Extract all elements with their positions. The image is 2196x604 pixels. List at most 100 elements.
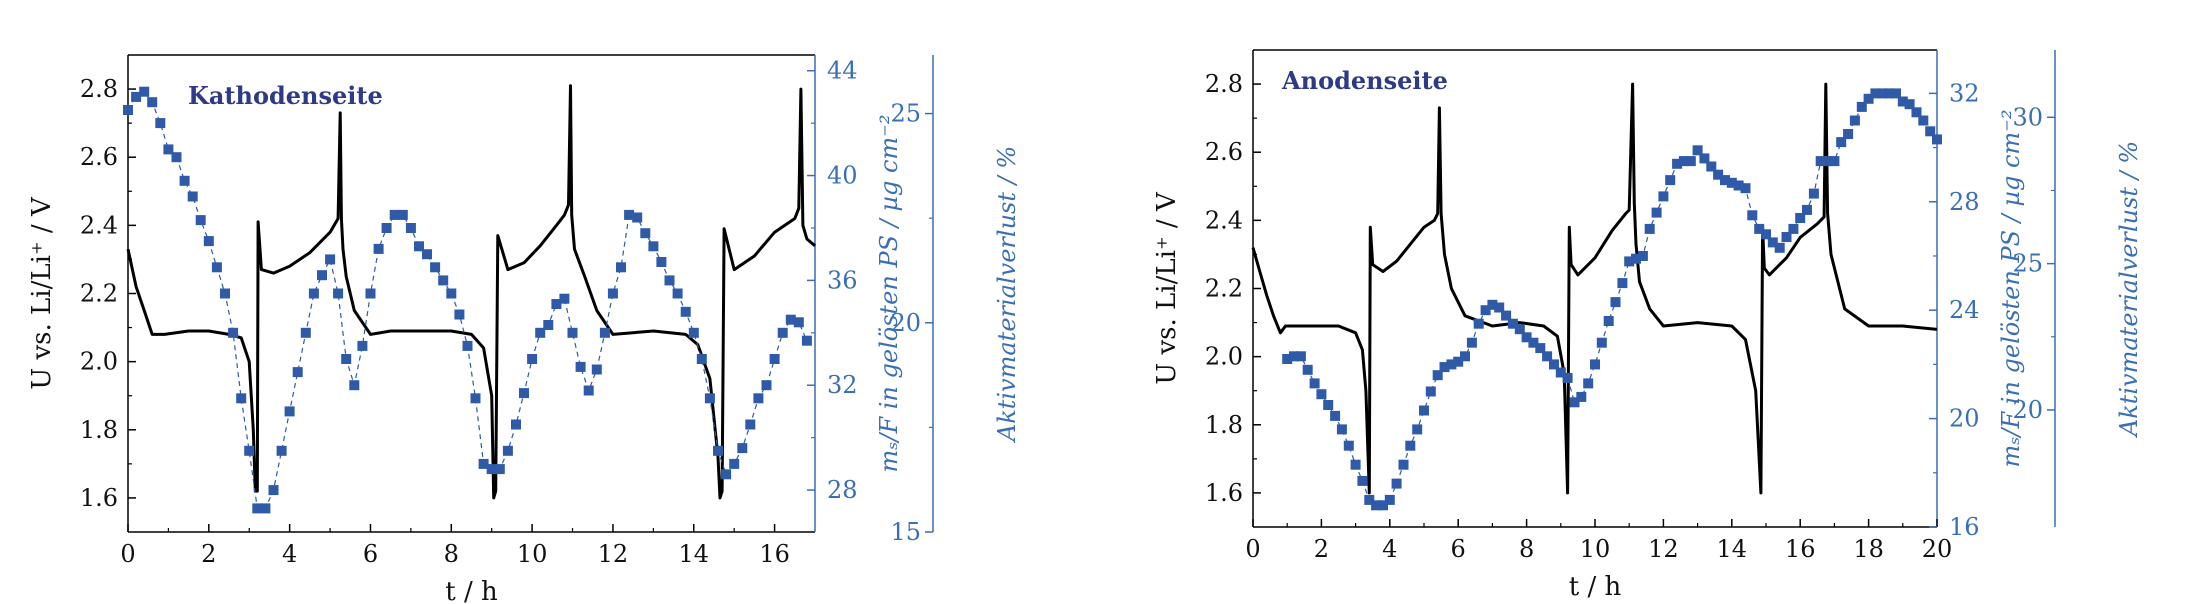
- mass-data-point: [1590, 359, 1600, 370]
- y-tick-label: 2.2: [80, 280, 118, 308]
- mass-data-point: [276, 445, 287, 456]
- mass-data-point: [1446, 359, 1457, 370]
- mass-data-point: [1336, 424, 1347, 435]
- mass-data-point: [559, 293, 570, 304]
- mass-data-point: [211, 262, 222, 273]
- panel-title: Anodenseite: [1281, 66, 1448, 95]
- mass-data-point: [785, 314, 796, 325]
- mass-data-point: [414, 241, 424, 252]
- mass-data-point: [1781, 232, 1792, 242]
- mass-data-point: [1877, 88, 1888, 99]
- y2-tick-label: 20: [1949, 405, 1980, 433]
- y3-tick-label: 25: [890, 100, 921, 128]
- mass-data-point: [640, 228, 651, 239]
- mass-data-point: [179, 175, 190, 186]
- mass-data-point: [1460, 351, 1470, 362]
- mass-data-point: [696, 354, 707, 364]
- mass-data-point: [203, 236, 214, 247]
- mass-data-point: [1665, 175, 1676, 186]
- y3-tick-label: 25: [2012, 250, 2043, 278]
- mass-data-point: [1815, 156, 1826, 167]
- mass-data-point: [1884, 88, 1895, 99]
- y2-tick-label: 44: [827, 57, 858, 85]
- mass-data-point: [1466, 337, 1477, 348]
- mass-data-point: [454, 309, 465, 320]
- y3-axis-label: Aktivmaterialverlust / %: [993, 146, 1021, 443]
- mass-data-point: [1432, 370, 1443, 381]
- mass-data-point: [664, 275, 675, 286]
- y3-tick-label: 20: [2012, 396, 2043, 424]
- mass-data-point: [397, 209, 408, 220]
- mass-data-point: [1323, 400, 1334, 410]
- mass-data-point: [1713, 169, 1724, 180]
- y2-axis-label: mₛ/F in gelösten PS / µg cm⁻²: [875, 115, 903, 473]
- mass-data-point: [1699, 153, 1710, 164]
- mass-data-point: [1788, 223, 1799, 234]
- mass-data-point: [672, 288, 683, 299]
- mass-data-point: [1808, 188, 1819, 199]
- y-tick-label: 2.0: [1205, 343, 1243, 371]
- mass-data-point: [1384, 494, 1395, 505]
- mass-data-point: [308, 288, 319, 299]
- mass-data-point: [1302, 364, 1313, 375]
- y-tick-label: 1.6: [1205, 479, 1243, 507]
- x-tick-label: 10: [517, 540, 548, 568]
- mass-data-point: [1364, 494, 1375, 505]
- mass-data-point: [1843, 129, 1854, 139]
- mass-data-point: [688, 327, 699, 338]
- mass-data-point: [1330, 410, 1341, 421]
- mass-data-point: [1849, 115, 1860, 126]
- y2-tick-label: 28: [1949, 188, 1980, 216]
- mass-data-point: [769, 354, 780, 364]
- x-tick-label: 14: [1717, 535, 1748, 563]
- mass-data-point: [1528, 337, 1539, 348]
- y2-axis-label: mₛ/F in gelösten PS / µg cm⁻²: [1997, 110, 2025, 468]
- mass-data-point: [1295, 351, 1306, 362]
- mass-data-point: [139, 86, 150, 97]
- mass-data-point: [1350, 459, 1361, 470]
- y-tick-label: 1.8: [80, 416, 118, 444]
- mass-data-point: [341, 354, 352, 364]
- y2-tick-label: 36: [827, 266, 858, 294]
- mass-data-point: [607, 288, 618, 299]
- mass-data-point: [1672, 158, 1683, 169]
- y3-axis-label: Aktivmaterialverlust / %: [2115, 141, 2143, 438]
- x-tick-label: 18: [1853, 535, 1884, 563]
- x-tick-label: 0: [1245, 535, 1260, 563]
- mass-data-point: [438, 275, 449, 286]
- mass-data-point: [527, 354, 538, 364]
- mass-data-point: [478, 458, 489, 469]
- mass-data-point: [680, 306, 691, 317]
- mass-data-point: [745, 419, 756, 430]
- mass-data-point: [486, 464, 497, 475]
- mass-data-point: [1357, 475, 1368, 486]
- mass-data-point: [1289, 351, 1299, 362]
- mass-data-point: [1747, 210, 1758, 221]
- mass-data-point: [333, 288, 344, 299]
- mass-data-point: [1617, 278, 1628, 289]
- mass-data-point: [1897, 96, 1908, 107]
- mass-data-point: [1309, 378, 1320, 389]
- mass-data-point: [1514, 324, 1525, 335]
- mass-data-point: [1507, 318, 1518, 329]
- mass-data-point: [123, 105, 133, 115]
- mass-data-point: [1802, 204, 1812, 215]
- mass-data-point: [1501, 310, 1512, 321]
- mass-data-point: [1596, 337, 1607, 348]
- mass-data-point: [292, 367, 303, 378]
- mass-data-point: [1631, 253, 1641, 264]
- mass-data-point: [1726, 177, 1737, 188]
- mass-data-point: [1637, 251, 1648, 261]
- x-tick-label: 12: [598, 540, 629, 568]
- mass-data-point: [365, 288, 376, 299]
- y2-tick-label: 28: [827, 476, 858, 504]
- mass-data-point: [357, 340, 368, 351]
- mass-data-point: [1542, 351, 1553, 362]
- mass-data-point: [1343, 440, 1354, 451]
- x-axis-label: t / h: [1569, 572, 1622, 602]
- mass-data-point: [195, 215, 206, 226]
- mass-data-point: [1549, 359, 1559, 370]
- mass-data-point: [1610, 297, 1621, 308]
- mass-data-point: [1740, 183, 1751, 194]
